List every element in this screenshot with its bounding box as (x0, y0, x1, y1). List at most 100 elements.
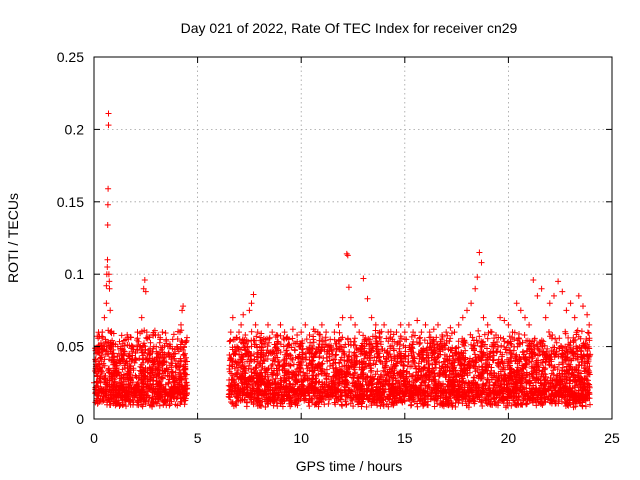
background-point (323, 354, 330, 361)
background-point (283, 377, 290, 384)
data-point (273, 332, 280, 338)
background-point (342, 388, 349, 395)
background-point (400, 367, 407, 374)
background-point (273, 385, 279, 392)
background-point (352, 342, 359, 349)
background-point (571, 390, 578, 397)
data-point (182, 365, 189, 372)
background-point (160, 385, 167, 392)
background-point (391, 395, 398, 402)
background-point (467, 386, 474, 393)
background-point (348, 388, 355, 395)
background-point (511, 372, 518, 379)
background-point (420, 354, 427, 361)
background-point (368, 388, 375, 395)
background-point (304, 377, 311, 384)
background-point (463, 365, 470, 372)
background-point (507, 380, 513, 387)
data-point (144, 350, 151, 357)
background-point (570, 355, 577, 362)
background-point (294, 354, 301, 361)
background-point (501, 377, 508, 384)
background-point (576, 400, 583, 407)
background-point (430, 384, 437, 391)
background-point (552, 400, 559, 407)
background-point (413, 339, 420, 346)
data-point (163, 365, 170, 372)
background-point (508, 402, 515, 409)
background-point (257, 351, 264, 358)
background-point (408, 363, 415, 370)
background-point (369, 381, 376, 388)
data-point (178, 321, 184, 328)
background-point (563, 355, 570, 361)
background-point (327, 363, 333, 369)
background-point (258, 330, 265, 337)
data-point (575, 292, 582, 299)
background-point (542, 359, 549, 366)
background-point (417, 383, 424, 389)
data-point (401, 329, 408, 336)
data-point (372, 321, 379, 328)
background-point (236, 390, 243, 397)
background-point (288, 387, 295, 394)
data-point (323, 329, 330, 336)
background-point (430, 337, 437, 344)
background-point (235, 367, 242, 373)
background-point (144, 335, 151, 342)
background-point (307, 339, 314, 346)
background-point (162, 330, 169, 336)
background-point (577, 335, 584, 342)
background-point (493, 401, 500, 408)
data-point (269, 329, 276, 336)
background-point (322, 395, 329, 401)
background-point (451, 385, 458, 392)
background-point (470, 362, 477, 369)
background-point (118, 376, 125, 382)
background-point (548, 358, 555, 365)
background-point (419, 400, 426, 407)
background-point (150, 399, 157, 406)
background-point (332, 340, 339, 347)
data-point (310, 326, 317, 333)
background-point (397, 368, 404, 375)
background-point (269, 350, 276, 356)
background-point (348, 356, 355, 363)
background-point (454, 392, 461, 399)
background-point (295, 355, 302, 362)
background-point (540, 348, 547, 355)
background-point (129, 379, 136, 386)
background-point (276, 366, 283, 373)
background-point (168, 370, 175, 377)
background-point (361, 355, 368, 362)
background-point (459, 369, 466, 376)
background-point (114, 400, 121, 407)
background-point (95, 393, 102, 400)
data-point (476, 249, 483, 256)
background-point (354, 392, 361, 399)
background-point (329, 348, 336, 354)
background-point (290, 340, 297, 347)
background-point (485, 397, 492, 404)
background-point (306, 403, 313, 410)
background-point (511, 397, 518, 404)
background-point (117, 388, 124, 395)
background-point (156, 339, 163, 346)
background-point (461, 380, 468, 387)
background-point (123, 403, 129, 410)
background-point (433, 389, 440, 396)
background-point (548, 370, 555, 377)
background-point (539, 359, 546, 366)
background-point (242, 351, 249, 358)
background-point (312, 350, 319, 357)
data-point (107, 329, 114, 336)
data-point (468, 300, 475, 307)
background-point (274, 371, 281, 378)
data-point (422, 321, 429, 328)
background-point (394, 370, 401, 377)
background-point (556, 335, 563, 342)
data-point (522, 314, 528, 321)
background-point (535, 389, 542, 396)
background-point (548, 351, 555, 358)
background-point (278, 396, 285, 403)
